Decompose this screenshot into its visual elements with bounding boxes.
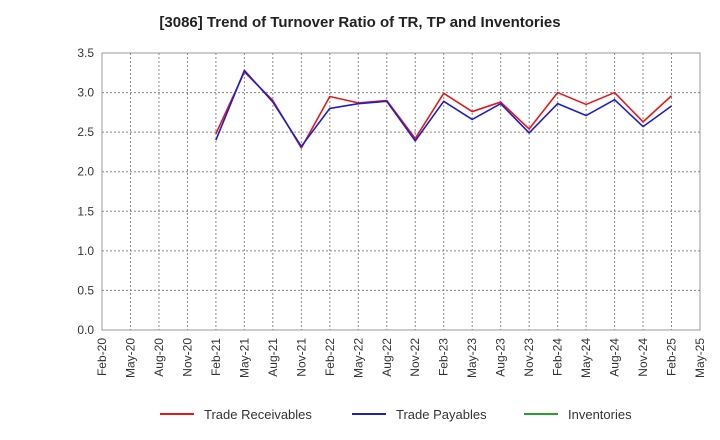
y-tick-label: 0.0 bbox=[77, 323, 94, 337]
y-axis-ticks: 0.0 0.5 1.0 1.5 2.0 2.5 3.0 3.5 bbox=[77, 46, 94, 337]
legend: Trade Receivables Trade Payables Inventori… bbox=[160, 407, 632, 422]
x-tick-label: Aug-21 bbox=[266, 338, 280, 377]
x-tick-label: Nov-20 bbox=[180, 338, 194, 377]
x-tick-label: Feb-21 bbox=[209, 338, 223, 376]
x-tick-label: May-20 bbox=[123, 338, 137, 378]
x-tick-label: Nov-21 bbox=[294, 338, 308, 377]
x-tick-label: Feb-24 bbox=[551, 338, 565, 376]
series-line-trade-payables bbox=[215, 69, 672, 148]
legend-label: Trade Receivables bbox=[204, 407, 312, 422]
y-tick-label: 3.5 bbox=[77, 46, 94, 60]
x-tick-label: Aug-20 bbox=[152, 338, 166, 377]
legend-label: Trade Payables bbox=[396, 407, 487, 422]
x-tick-label: Feb-23 bbox=[437, 338, 451, 376]
chart-title: [3086] Trend of Turnover Ratio of TR, TP… bbox=[159, 14, 561, 31]
x-tick-label: May-24 bbox=[579, 338, 593, 378]
x-tick-label: May-22 bbox=[351, 338, 365, 378]
series-lines bbox=[215, 69, 673, 149]
x-tick-label: Nov-24 bbox=[636, 338, 650, 377]
x-tick-label: May-23 bbox=[465, 338, 479, 378]
x-tick-label: Feb-20 bbox=[95, 338, 109, 376]
y-tick-label: 1.5 bbox=[77, 204, 94, 218]
x-axis-ticks: Feb-20 May-20 Aug-20 Nov-20 Feb-21 May-21 Aug-… bbox=[95, 338, 707, 378]
y-tick-label: 3.0 bbox=[77, 86, 94, 100]
x-tick-label: Aug-22 bbox=[380, 338, 394, 377]
legend-label: Inventories bbox=[568, 407, 632, 422]
y-tick-label: 2.5 bbox=[77, 125, 94, 139]
x-tick-label: May-25 bbox=[693, 338, 707, 378]
x-tick-label: Nov-22 bbox=[408, 338, 422, 377]
y-tick-label: 1.0 bbox=[77, 244, 94, 258]
y-tick-label: 0.5 bbox=[77, 283, 94, 297]
x-tick-label: Aug-24 bbox=[608, 338, 622, 377]
x-tick-label: Feb-25 bbox=[665, 338, 679, 376]
y-tick-label: 2.0 bbox=[77, 165, 94, 179]
x-tick-label: Aug-23 bbox=[494, 338, 508, 377]
x-tick-label: Feb-22 bbox=[323, 338, 337, 376]
x-tick-label: May-21 bbox=[237, 338, 251, 378]
x-tick-label: Nov-23 bbox=[522, 338, 536, 377]
